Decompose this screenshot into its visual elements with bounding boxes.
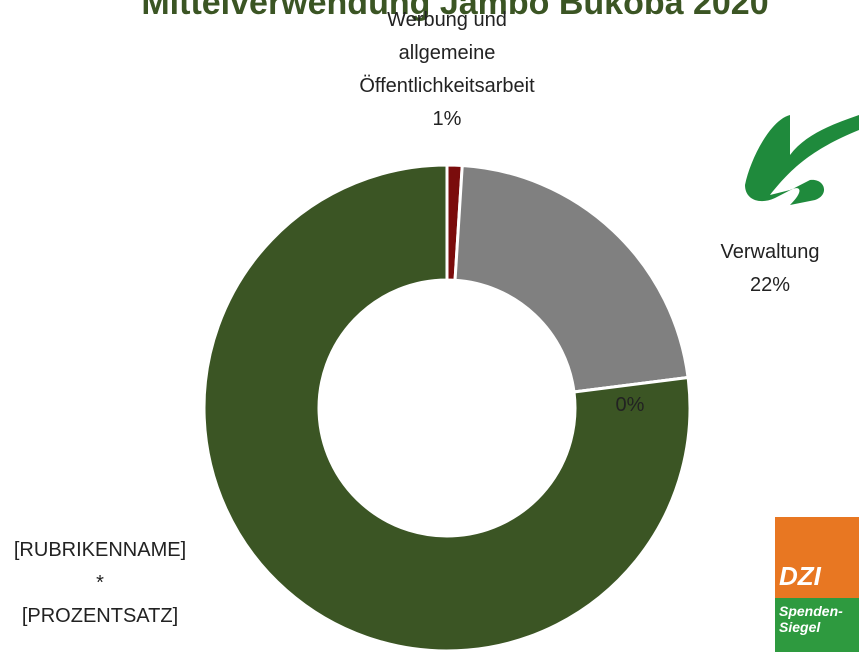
logo-name: DZI — [779, 561, 822, 591]
page: Mittelverwendung Jambo Bukoba 2020 DZI S… — [0, 0, 859, 652]
logo-line: Spenden- — [779, 603, 843, 619]
donut-slice — [455, 165, 688, 391]
value-label: 0% — [580, 389, 680, 422]
category-label: Werbung und allgemeine Öffentlichkeitsar… — [347, 4, 547, 103]
category-label: [RUBRIKENNAME]* — [10, 534, 190, 600]
value-label: [PROZENTSATZ] — [10, 600, 190, 633]
value-label: 1% — [347, 103, 547, 136]
data-label: 0% — [580, 389, 680, 422]
data-label: [RUBRIKENNAME]*[PROZENTSATZ] — [10, 534, 190, 633]
logo-line: Siegel — [779, 619, 821, 635]
arrow-icon — [745, 115, 859, 205]
value-label: 22% — [690, 269, 850, 302]
category-label: Verwaltung — [690, 236, 850, 269]
data-label: Werbung und allgemeine Öffentlichkeitsar… — [347, 4, 547, 136]
